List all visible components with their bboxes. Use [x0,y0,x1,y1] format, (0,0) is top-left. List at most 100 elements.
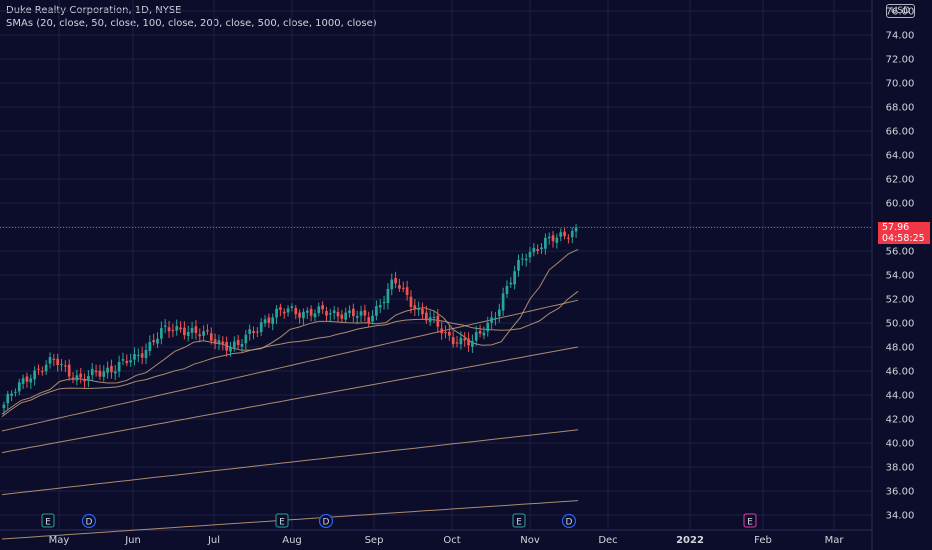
candle-body[interactable] [356,316,359,318]
candle-body[interactable] [237,340,240,345]
candle-body[interactable] [517,260,520,271]
candle-body[interactable] [494,318,497,319]
candle-body[interactable] [206,330,209,331]
candle-body[interactable] [529,252,532,257]
candle-body[interactable] [402,288,405,289]
candle-body[interactable] [279,307,282,310]
candle-body[interactable] [145,350,148,358]
candle-body[interactable] [133,354,136,360]
candle-body[interactable] [233,342,236,348]
candle-body[interactable] [221,342,224,344]
candle-body[interactable] [521,258,524,259]
candle-body[interactable] [214,339,217,344]
candle-body[interactable] [291,306,294,308]
candle-body[interactable] [479,331,482,334]
candle-body[interactable] [202,331,205,336]
candle-body[interactable] [91,369,94,375]
candle-body[interactable] [417,308,420,310]
candle-body[interactable] [367,317,370,323]
candle-body[interactable] [6,394,9,403]
candle-body[interactable] [444,332,447,333]
candle-body[interactable] [394,278,397,283]
candle-body[interactable] [567,238,570,239]
candle-body[interactable] [421,309,424,314]
candle-body[interactable] [317,306,320,313]
candle-body[interactable] [229,347,232,351]
candle-body[interactable] [210,333,213,340]
candle-body[interactable] [156,339,159,344]
candle-body[interactable] [26,377,29,382]
candle-body[interactable] [471,341,474,347]
candle-body[interactable] [79,374,82,378]
candle-body[interactable] [198,334,201,336]
candle-body[interactable] [52,359,55,360]
candle-body[interactable] [164,326,167,327]
candle-body[interactable] [456,342,459,343]
candle-body[interactable] [33,370,36,379]
candle-body[interactable] [160,328,163,339]
candle-body[interactable] [244,335,247,344]
candle-body[interactable] [256,331,259,332]
candle-body[interactable] [106,368,109,373]
candle-body[interactable] [556,238,559,243]
candle-body[interactable] [513,271,516,284]
candle-body[interactable] [460,338,463,344]
candle-body[interactable] [314,313,317,317]
candle-body[interactable] [287,308,290,312]
candle-body[interactable] [525,259,528,261]
candle-body[interactable] [294,308,297,314]
candle-body[interactable] [118,362,121,372]
candle-body[interactable] [387,289,390,303]
candle-body[interactable] [506,286,509,294]
candle-body[interactable] [137,355,140,356]
candle-body[interactable] [122,359,125,360]
candle-body[interactable] [532,248,535,252]
candle-body[interactable] [329,313,332,314]
candle-body[interactable] [172,330,175,331]
candle-body[interactable] [14,392,17,393]
candle-body[interactable] [129,360,132,362]
candle-body[interactable] [433,317,436,318]
candle-body[interactable] [559,232,562,237]
candle-body[interactable] [260,322,263,332]
candle-body[interactable] [563,232,566,236]
candle-body[interactable] [179,328,182,330]
candle-body[interactable] [225,342,228,351]
candle-body[interactable] [168,327,171,331]
candle-body[interactable] [87,376,90,381]
candle-body[interactable] [463,339,466,341]
candle-body[interactable] [325,311,328,316]
candle-body[interactable] [275,309,278,318]
candle-body[interactable] [425,313,428,321]
candle-body[interactable] [195,326,198,333]
candle-body[interactable] [467,339,470,346]
candle-body[interactable] [41,371,44,372]
candle-body[interactable] [379,305,382,307]
candle-body[interactable] [252,331,255,333]
candle-body[interactable] [536,249,539,251]
candle-body[interactable] [3,405,6,409]
candle-body[interactable] [502,293,505,310]
candle-body[interactable] [10,394,13,396]
candle-body[interactable] [509,283,512,285]
candle-body[interactable] [283,312,286,314]
candle-body[interactable] [22,378,25,384]
candle-body[interactable] [375,306,378,316]
candle-body[interactable] [440,328,443,333]
candle-body[interactable] [390,280,393,290]
candle-body[interactable] [60,364,63,365]
candle-body[interactable] [18,382,21,391]
candle-body[interactable] [306,311,309,313]
candle-body[interactable] [371,316,374,322]
candle-body[interactable] [302,312,305,318]
candle-body[interactable] [571,231,574,237]
candle-body[interactable] [183,328,186,335]
candle-body[interactable] [398,285,401,289]
candle-body[interactable] [410,297,413,307]
candle-body[interactable] [360,311,363,315]
candle-body[interactable] [271,317,274,324]
candle-body[interactable] [321,305,324,309]
candle-body[interactable] [152,340,155,342]
candle-body[interactable] [95,371,98,373]
